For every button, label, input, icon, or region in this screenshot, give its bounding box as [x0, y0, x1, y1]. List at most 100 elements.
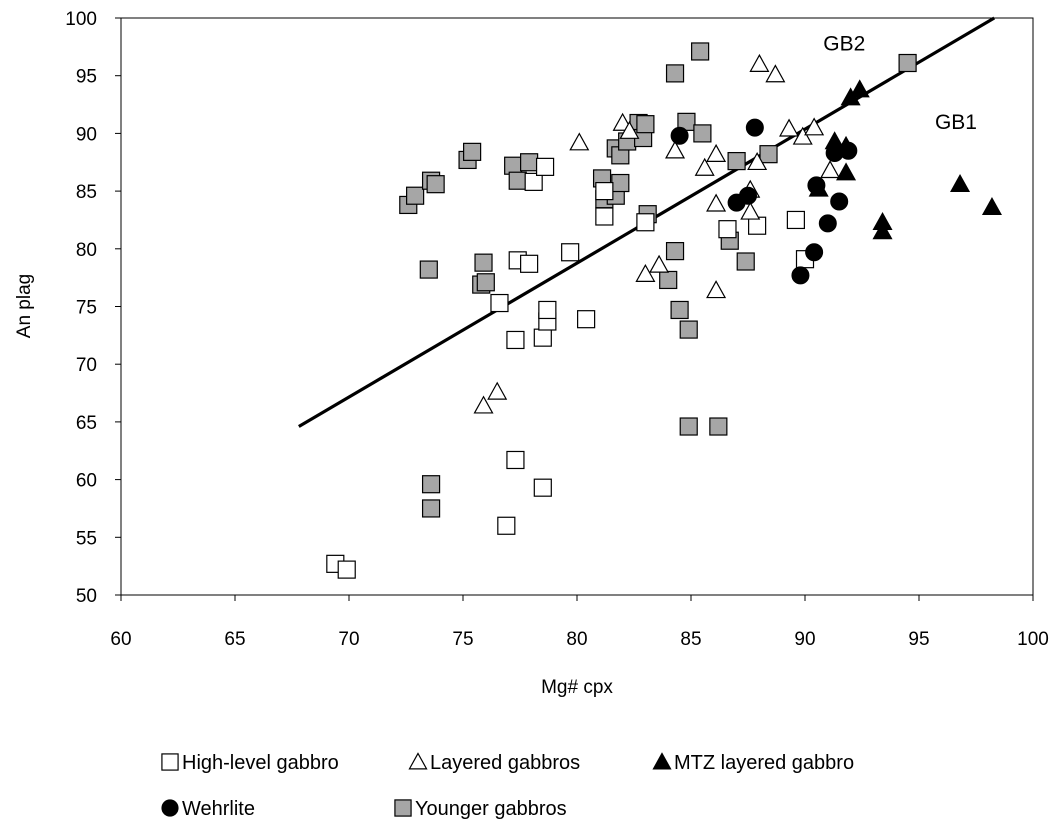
- legend-marker: [408, 752, 428, 770]
- y-tick-label: 100: [65, 9, 97, 30]
- y-axis-ticks: 50 55 60 65 70 75 80 85 90 95 100: [65, 9, 121, 607]
- legend-item: Wehrlite: [161, 798, 255, 820]
- data-point: [619, 120, 640, 139]
- data-point: [950, 173, 971, 192]
- x-axis-ticks: 60 65 70 75 80 85 90 95 100: [110, 595, 1049, 650]
- y-tick-label: 55: [76, 528, 97, 549]
- data-point: [820, 160, 841, 179]
- legend-item: MTZ layered gabbro: [652, 752, 854, 774]
- series-high-level-gabbro: [326, 157, 815, 579]
- legend-label: Younger gabbros: [415, 798, 567, 820]
- data-point: [665, 140, 686, 159]
- x-tick-label: 80: [566, 629, 587, 650]
- data-point: [561, 243, 580, 262]
- x-tick-label: 70: [338, 629, 359, 650]
- data-point: [824, 131, 845, 150]
- y-tick-label: 60: [76, 471, 97, 492]
- data-point: [765, 64, 786, 83]
- data-point: [670, 300, 689, 320]
- data-point: [679, 320, 698, 339]
- legend-label: Wehrlite: [182, 798, 255, 820]
- data-point: [635, 263, 656, 282]
- data-point: [487, 381, 508, 400]
- data-point: [694, 157, 715, 176]
- y-tick-label: 65: [76, 413, 97, 434]
- data-point: [649, 254, 670, 273]
- data-point: [670, 126, 689, 145]
- data-point: [749, 53, 770, 72]
- legend-marker: [652, 752, 672, 770]
- data-point: [506, 330, 525, 350]
- legend-item: High-level gabbro: [161, 752, 339, 774]
- data-point: [679, 417, 698, 436]
- data-point: [636, 213, 655, 232]
- x-tick-label: 75: [452, 629, 473, 650]
- legend-item: Layered gabbros: [408, 752, 580, 774]
- data-point: [426, 175, 445, 194]
- data-point: [636, 115, 655, 134]
- data-point: [524, 172, 543, 191]
- y-tick-label: 50: [76, 586, 97, 607]
- x-tick-label: 65: [224, 629, 245, 650]
- legend-label: MTZ layered gabbro: [674, 752, 854, 774]
- legend-label: High-level gabbro: [182, 752, 339, 774]
- legend-marker: [394, 799, 412, 817]
- data-point: [736, 252, 755, 271]
- data-point: [718, 220, 737, 239]
- data-point: [740, 201, 761, 220]
- data-point: [791, 266, 810, 285]
- data-point: [898, 53, 917, 73]
- data-point: [745, 118, 764, 137]
- data-point: [419, 260, 438, 279]
- data-point: [497, 516, 516, 535]
- data-point: [665, 64, 685, 83]
- data-point: [706, 143, 727, 162]
- annotation-label: GB2: [823, 32, 865, 55]
- series-mtz-layered-gabbro: [808, 79, 1002, 240]
- data-point: [538, 300, 557, 320]
- data-point: [569, 132, 590, 151]
- data-point: [463, 142, 482, 161]
- legend-item: Younger gabbros: [394, 798, 567, 820]
- data-point: [693, 124, 712, 143]
- data-point: [748, 216, 767, 235]
- y-tick-label: 90: [76, 124, 97, 145]
- data-point: [779, 118, 800, 137]
- data-point: [706, 280, 727, 299]
- data-point: [804, 117, 825, 136]
- data-point: [818, 214, 837, 233]
- data-point: [706, 193, 727, 212]
- data-point: [577, 310, 596, 329]
- data-point: [406, 186, 425, 205]
- y-tick-label: 85: [76, 182, 97, 203]
- x-axis-title: Mg# cpx: [541, 677, 613, 698]
- data-point: [830, 192, 849, 211]
- data-point: [849, 79, 870, 98]
- x-tick-label: 100: [1017, 629, 1049, 650]
- data-point: [473, 395, 494, 414]
- data-point: [474, 253, 493, 272]
- data-point: [691, 42, 710, 61]
- data-point: [665, 242, 685, 261]
- data-point: [533, 328, 552, 347]
- data-point: [739, 186, 757, 205]
- data-point: [337, 560, 356, 579]
- data-point: [476, 273, 495, 292]
- x-tick-label: 60: [110, 629, 131, 650]
- data-point: [786, 210, 805, 230]
- data-point: [836, 162, 857, 181]
- legend-marker: [161, 753, 179, 771]
- data-point: [747, 152, 768, 171]
- y-tick-label: 80: [76, 240, 97, 261]
- y-tick-label: 70: [76, 355, 97, 376]
- data-point: [808, 178, 829, 197]
- data-point: [421, 499, 441, 518]
- data-points-layer: [326, 42, 1002, 579]
- data-point: [727, 151, 746, 171]
- series-younger-gabbros: [399, 42, 917, 518]
- data-point: [520, 153, 539, 172]
- data-point: [595, 207, 614, 226]
- data-point: [535, 157, 555, 176]
- plot-area: [120, 17, 1034, 596]
